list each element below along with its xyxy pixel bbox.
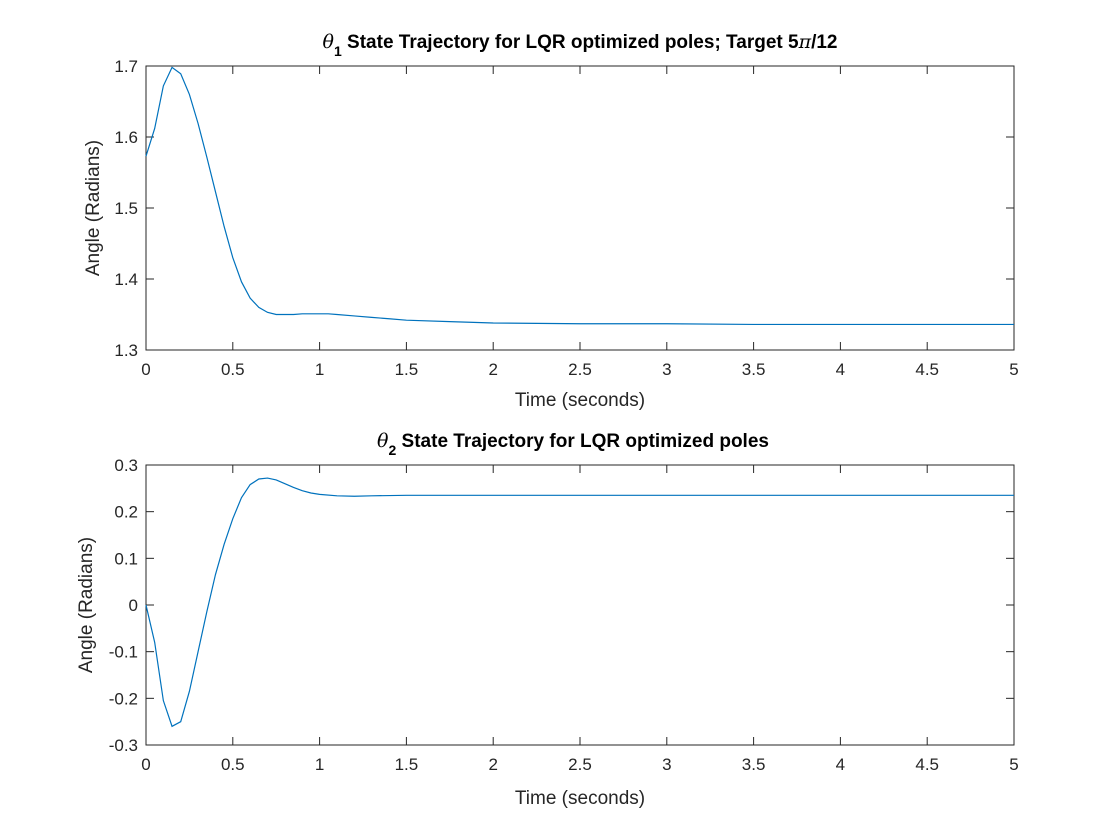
x-tick-label: 0	[141, 360, 150, 379]
title-subscript: 2	[388, 442, 396, 458]
title-text: State Trajectory for LQR optimized poles…	[342, 32, 799, 53]
chart-title-theta1: θ1 State Trajectory for LQR optimized po…	[323, 31, 838, 59]
x-axis-label-theta2: Time (seconds)	[515, 788, 645, 809]
x-tick-label: 0.5	[221, 755, 245, 774]
title-subscript: 1	[334, 43, 342, 59]
series-line-theta1	[145, 66, 1014, 326]
title-tail: /12	[811, 32, 837, 53]
y-tick-label: 0.1	[114, 549, 138, 568]
axes-theta2: θ2 State Trajectory for LQR optimized po…	[76, 430, 1019, 809]
x-tick-label: 1	[315, 360, 324, 379]
y-tick-label: 1.7	[114, 57, 138, 76]
y-tick-label: -0.1	[109, 643, 138, 662]
x-tick-label: 4.5	[915, 755, 939, 774]
ticks-theta2: 0 0.5 1 1.5 2 2.5 3 3.5 4 4.5 5 -0.3 -0.2 -0.1 0 0.1 0.2…	[109, 456, 1019, 774]
x-tick-label: 1.5	[395, 360, 419, 379]
x-tick-label: 1.5	[395, 755, 419, 774]
y-tick-label: 1.6	[114, 128, 138, 147]
y-tick-label: 1.5	[114, 199, 138, 218]
x-tick-label: 4	[836, 360, 845, 379]
title-theta-symbol: θ	[323, 31, 335, 53]
plot-area-theta2	[145, 464, 1015, 746]
y-tick-label: -0.3	[109, 736, 138, 755]
y-tick-label: -0.2	[109, 689, 138, 708]
x-tick-label: 2.5	[568, 755, 592, 774]
x-tick-label: 4	[836, 755, 845, 774]
x-tick-label: 3	[662, 360, 671, 379]
axes-theta1: θ1 State Trajectory for LQR optimized po…	[83, 31, 1019, 411]
x-tick-label: 0.5	[221, 360, 245, 379]
title-theta-symbol: θ	[377, 430, 389, 452]
x-tick-label: 3.5	[742, 360, 766, 379]
x-tick-label: 0	[141, 755, 150, 774]
y-tick-label: 0.2	[114, 503, 138, 522]
chart-title-theta2: θ2 State Trajectory for LQR optimized po…	[377, 430, 769, 458]
x-tick-label: 2	[488, 755, 497, 774]
x-tick-label: 5	[1009, 755, 1018, 774]
x-tick-label: 2	[488, 360, 497, 379]
series-line-theta2	[145, 477, 1014, 728]
x-axis-label-theta1: Time (seconds)	[515, 390, 645, 411]
title-pi-symbol: π	[798, 31, 812, 53]
title-text: State Trajectory for LQR optimized poles	[396, 431, 769, 452]
series-group-theta1	[145, 66, 1014, 326]
y-axis-label-theta2: Angle (Radians)	[76, 537, 97, 673]
y-tick-label: 0	[129, 596, 138, 615]
y-tick-label: 1.3	[114, 341, 138, 360]
x-tick-label: 5	[1009, 360, 1018, 379]
x-tick-label: 3.5	[742, 755, 766, 774]
x-tick-label: 4.5	[915, 360, 939, 379]
series-group-theta2	[145, 477, 1014, 728]
x-tick-label: 2.5	[568, 360, 592, 379]
y-tick-label: 1.4	[114, 270, 138, 289]
x-tick-label: 3	[662, 755, 671, 774]
y-tick-label: 0.3	[114, 456, 138, 475]
ticks-theta1: 0 0.5 1 1.5 2 2.5 3 3.5 4 4.5 5 1.3 1.4 1.5 1.6 1.7	[114, 57, 1018, 379]
plot-area-theta1	[145, 65, 1015, 351]
y-axis-label-theta1: Angle (Radians)	[83, 140, 104, 276]
x-tick-label: 1	[315, 755, 324, 774]
